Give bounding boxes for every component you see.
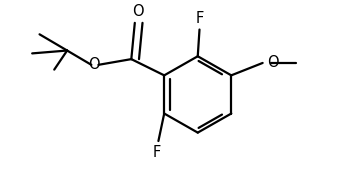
Text: F: F [153, 145, 161, 160]
Text: F: F [195, 11, 204, 26]
Text: O: O [88, 57, 100, 72]
Text: O: O [267, 55, 279, 70]
Text: O: O [133, 4, 144, 18]
